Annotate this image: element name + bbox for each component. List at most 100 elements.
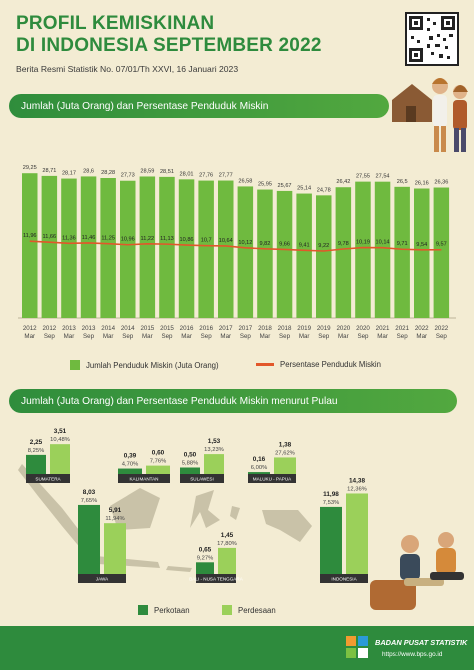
x-tick-period-16: Mar xyxy=(338,333,349,340)
bar-value-label-16: 26,42 xyxy=(336,179,350,185)
line-value-label-13: 9,66 xyxy=(279,241,290,247)
region-label-box-1 xyxy=(118,474,170,483)
bar-value-label-10: 27,77 xyxy=(219,173,233,179)
region-pct-perdesaan-2: 13,23% xyxy=(204,447,224,453)
qr-code-icon xyxy=(405,12,459,66)
couple-illustration-icon xyxy=(370,532,464,610)
legend-item-persentase: Persentase Penduduk Miskin xyxy=(256,360,381,369)
bar-10 xyxy=(218,180,234,318)
x-tick-period-5: Sep xyxy=(122,333,134,340)
x-tick-year-9: 2016 xyxy=(199,325,213,332)
bar-value-label-14: 25,14 xyxy=(297,186,311,192)
bar-12 xyxy=(257,189,273,318)
x-tick-period-0: Mar xyxy=(24,333,35,340)
section2-title-band: Jumlah (Juta Orang) dan Persentase Pendu… xyxy=(9,389,457,413)
line-value-label-16: 9,78 xyxy=(338,241,349,247)
bar-value-label-6: 28,59 xyxy=(140,168,154,174)
line-value-label-4: 11,25 xyxy=(101,236,115,242)
x-tick-year-6: 2015 xyxy=(140,325,154,332)
x-tick-year-5: 2014 xyxy=(121,325,135,332)
region-name-1: KALIMANTAN xyxy=(129,477,158,482)
region-bar-perdesaan-3 xyxy=(274,457,296,474)
legend-swatch-persentase xyxy=(256,363,274,366)
section1-title-band: Jumlah (Juta Orang) dan Persentase Pendu… xyxy=(9,94,389,118)
bar-21 xyxy=(433,187,450,318)
region-pct-perdesaan-6: 12,36% xyxy=(347,486,367,492)
legend-swatch-jumlah xyxy=(70,360,80,370)
poverty-trend-chart: 29,2511,962012Mar28,7111,662012Sep28,171… xyxy=(18,165,456,340)
region-value-perkotaan-4: 8,03 xyxy=(83,489,96,496)
x-tick-period-10: Mar xyxy=(220,333,231,340)
x-tick-period-21: Sep xyxy=(436,333,448,340)
x-tick-year-21: 2022 xyxy=(434,325,448,332)
bar-7 xyxy=(159,176,175,318)
legend-swatch-perkotaan xyxy=(138,605,148,615)
footer-url: https://www.bps.go.id xyxy=(382,651,443,658)
footer-bar xyxy=(0,626,474,670)
region-pct-perkotaan-3: 6,00% xyxy=(251,465,267,471)
x-tick-year-16: 2020 xyxy=(336,325,350,332)
bar-4 xyxy=(100,178,116,318)
x-tick-period-15: Sep xyxy=(318,333,330,340)
region-pct-perdesaan-5: 17,80% xyxy=(217,541,237,547)
bar-value-label-4: 28,28 xyxy=(101,170,115,176)
region-value-perkotaan-5: 0,65 xyxy=(199,546,212,553)
legend-item-perkotaan: Perkotaan xyxy=(138,605,190,615)
region-pct-perkotaan-5: 9,27% xyxy=(197,555,213,561)
region-value-perkotaan-0: 2,25 xyxy=(30,439,43,446)
x-tick-year-17: 2020 xyxy=(356,325,370,332)
x-tick-period-6: Mar xyxy=(142,333,153,340)
x-tick-year-7: 2015 xyxy=(160,325,174,332)
x-tick-period-13: Sep xyxy=(279,333,291,340)
line-value-label-15: 9,22 xyxy=(318,243,329,249)
region-bar-perdesaan-0 xyxy=(50,444,70,474)
region-bar-perkotaan-2 xyxy=(180,467,200,474)
x-tick-year-13: 2018 xyxy=(278,325,292,332)
region-bar-perdesaan-4 xyxy=(104,523,126,574)
page-subtitle: Berita Resmi Statistik No. 07/01/Th XXVI… xyxy=(16,64,239,74)
x-tick-period-14: Mar xyxy=(299,333,310,340)
region-value-perkotaan-1: 0,39 xyxy=(124,453,137,460)
region-value-perdesaan-5: 1,45 xyxy=(221,532,234,539)
x-tick-year-12: 2018 xyxy=(258,325,272,332)
bar-value-label-5: 27,73 xyxy=(121,173,135,179)
region-bar-perkotaan-1 xyxy=(118,468,142,474)
region-value-perdesaan-4: 5,91 xyxy=(109,507,122,514)
region-pct-perdesaan-0: 10,48% xyxy=(50,437,70,443)
legend-label-persentase: Persentase Penduduk Miskin xyxy=(280,360,381,369)
percentage-line xyxy=(29,240,442,252)
region-bar-perkotaan-4 xyxy=(78,504,100,574)
region-bar-perdesaan-2 xyxy=(204,454,224,474)
line-value-label-5: 10,96 xyxy=(121,237,135,243)
x-tick-year-11: 2017 xyxy=(238,325,252,332)
line-value-label-3: 11,46 xyxy=(82,235,96,241)
line-value-label-2: 11,36 xyxy=(62,235,76,241)
x-tick-year-20: 2022 xyxy=(415,325,429,332)
x-tick-period-1: Sep xyxy=(44,333,56,340)
bar-3 xyxy=(80,176,97,318)
x-tick-period-12: Mar xyxy=(260,333,271,340)
bar-value-label-15: 24,78 xyxy=(317,187,331,193)
region-bar-perkotaan-0 xyxy=(26,454,46,474)
bar-value-label-3: 28,6 xyxy=(83,168,94,174)
bar-value-label-17: 27,55 xyxy=(356,174,370,180)
x-tick-period-19: Sep xyxy=(397,333,409,340)
line-value-label-11: 10,12 xyxy=(238,240,252,246)
line-value-label-21: 9,57 xyxy=(436,242,447,248)
region-bar-perdesaan-1 xyxy=(146,465,170,474)
region-pct-perdesaan-4: 11,94% xyxy=(105,516,124,522)
bar-16 xyxy=(335,187,352,318)
line-value-label-10: 10,64 xyxy=(219,238,233,244)
region-value-perdesaan-0: 3,51 xyxy=(54,428,67,435)
bps-logo-icon xyxy=(346,636,368,658)
bar-8 xyxy=(178,179,195,318)
bar-value-label-8: 28,01 xyxy=(180,171,194,177)
indonesia-map-icon xyxy=(18,464,312,572)
legend-label-perdesaan: Perdesaan xyxy=(238,605,276,615)
bar-value-label-19: 26,5 xyxy=(397,179,408,185)
line-value-label-8: 10,86 xyxy=(180,237,194,243)
x-tick-period-11: Sep xyxy=(240,333,252,340)
line-value-label-19: 9,71 xyxy=(397,241,408,247)
regional-poverty-chart: 2,25 8,25% 3,51 10,48% SUMATERA 0,39 4,70% 0,60… xyxy=(18,428,368,583)
region-bar-perdesaan-6 xyxy=(346,493,368,574)
